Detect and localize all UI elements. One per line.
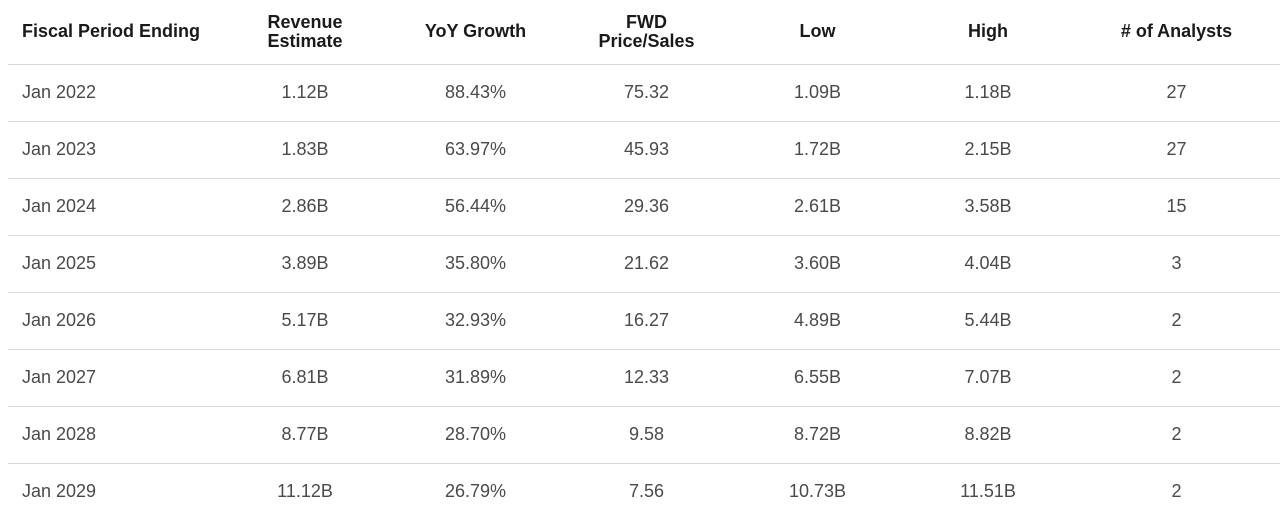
header-high[interactable]: High bbox=[903, 0, 1073, 65]
header-revenue-estimate[interactable]: Revenue Estimate bbox=[220, 0, 390, 65]
cell-low: 10.73B bbox=[788, 480, 847, 501]
cell-high: 2.15B bbox=[903, 121, 1073, 179]
table-row: Jan 2023 1.83B 63.97% 45.93 1.72B 2.15B … bbox=[8, 121, 1280, 179]
cell-low: 1.09B bbox=[732, 64, 903, 122]
cell-num-analysts: 2 bbox=[1171, 480, 1182, 501]
table-row: Jan 2027 6.81B 31.89% 12.33 6.55B 7.07B … bbox=[8, 349, 1280, 407]
cell-fiscal-period: Jan 2024 bbox=[8, 178, 220, 236]
header-label: FWD bbox=[626, 11, 667, 32]
cell-revenue-estimate: 11.12B bbox=[277, 480, 333, 501]
header-label-line2: Price/Sales bbox=[598, 30, 695, 51]
cell-num-analysts: 2 bbox=[1073, 349, 1280, 407]
cell-yoy-growth: 26.79% bbox=[444, 480, 507, 501]
table-row: Jan 2025 3.89B 35.80% 21.62 3.60B 4.04B … bbox=[8, 235, 1280, 293]
cell-fiscal-period: Jan 2025 bbox=[8, 235, 220, 293]
table-body: Jan 2022 1.12B 88.43% 75.32 1.09B 1.18B … bbox=[8, 64, 1280, 519]
table-row: Jan 2026 5.17B 32.93% 16.27 4.89B 5.44B … bbox=[8, 292, 1280, 350]
cell-fiscal-period: Jan 2023 bbox=[8, 121, 220, 179]
cell-revenue-estimate: 5.17B bbox=[220, 292, 390, 350]
table-row: Jan 2028 8.77B 28.70% 9.58 8.72B 8.82B 2 bbox=[8, 406, 1280, 464]
cell-high: 4.04B bbox=[903, 235, 1073, 293]
header-label: Low bbox=[799, 21, 836, 42]
cell-fwd-price-sales: 21.62 bbox=[561, 235, 732, 293]
cell-yoy-growth: 63.97% bbox=[390, 121, 561, 179]
cell-low: 3.60B bbox=[732, 235, 903, 293]
cell-yoy-growth: 56.44% bbox=[390, 178, 561, 236]
cell-high: 8.82B bbox=[903, 406, 1073, 464]
cell-low: 6.55B bbox=[732, 349, 903, 407]
cell-low: 1.72B bbox=[732, 121, 903, 179]
cell-fwd-price-sales: 12.33 bbox=[561, 349, 732, 407]
cell-fwd-price-sales: 29.36 bbox=[561, 178, 732, 236]
cell-num-analysts: 3 bbox=[1073, 235, 1280, 293]
cell-revenue-estimate: 1.12B bbox=[220, 64, 390, 122]
table-row: Jan 2024 2.86B 56.44% 29.36 2.61B 3.58B … bbox=[8, 178, 1280, 236]
cell-yoy-growth: 88.43% bbox=[390, 64, 561, 122]
cell-fwd-price-sales: 75.32 bbox=[561, 64, 732, 122]
cell-num-analysts: 2 bbox=[1073, 292, 1280, 350]
cell-yoy-growth: 35.80% bbox=[390, 235, 561, 293]
table-row: Jan 2022 1.12B 88.43% 75.32 1.09B 1.18B … bbox=[8, 64, 1280, 122]
cell-high: 3.58B bbox=[903, 178, 1073, 236]
header-label-line2: Estimate bbox=[267, 30, 343, 51]
cell-fwd-price-sales: 16.27 bbox=[561, 292, 732, 350]
cell-fwd-price-sales: 45.93 bbox=[561, 121, 732, 179]
cell-num-analysts: 15 bbox=[1073, 178, 1280, 236]
header-label: Revenue bbox=[267, 11, 343, 32]
cell-yoy-growth: 32.93% bbox=[390, 292, 561, 350]
header-label: Fiscal Period Ending bbox=[22, 21, 201, 42]
header-fwd-price-sales[interactable]: FWD Price/Sales bbox=[561, 0, 732, 65]
cell-num-analysts: 27 bbox=[1073, 121, 1280, 179]
cell-yoy-growth: 31.89% bbox=[390, 349, 561, 407]
cell-high: 5.44B bbox=[903, 292, 1073, 350]
cell-fiscal-period: Jan 2029 bbox=[22, 480, 97, 501]
cell-low: 8.72B bbox=[732, 406, 903, 464]
cell-low: 4.89B bbox=[732, 292, 903, 350]
table-header: Fiscal Period Ending Revenue Estimate Yo… bbox=[8, 0, 1280, 65]
cell-num-analysts: 2 bbox=[1073, 406, 1280, 464]
cell-high: 7.07B bbox=[903, 349, 1073, 407]
cell-high: 11.51B bbox=[960, 480, 1016, 501]
cell-fwd-price-sales: 9.58 bbox=[561, 406, 732, 464]
cell-num-analysts: 27 bbox=[1073, 64, 1280, 122]
cell-fiscal-period: Jan 2027 bbox=[8, 349, 220, 407]
table-row: Jan 2029 11.12B 26.79% 7.56 10.73B 11.51… bbox=[8, 463, 1280, 519]
header-label: YoY Growth bbox=[424, 21, 527, 42]
revenue-estimates-table: Fiscal Period Ending Revenue Estimate Yo… bbox=[8, 0, 1280, 519]
cell-revenue-estimate: 6.81B bbox=[220, 349, 390, 407]
cell-revenue-estimate: 1.83B bbox=[220, 121, 390, 179]
header-yoy-growth[interactable]: YoY Growth bbox=[390, 0, 561, 65]
cell-fiscal-period: Jan 2026 bbox=[8, 292, 220, 350]
header-label: High bbox=[968, 21, 1008, 42]
cell-low: 2.61B bbox=[732, 178, 903, 236]
cell-high: 1.18B bbox=[903, 64, 1073, 122]
cell-revenue-estimate: 3.89B bbox=[220, 235, 390, 293]
header-label: # of Analysts bbox=[1120, 21, 1233, 42]
header-num-analysts[interactable]: # of Analysts bbox=[1073, 0, 1280, 65]
header-row: Fiscal Period Ending Revenue Estimate Yo… bbox=[8, 0, 1280, 65]
cell-yoy-growth: 28.70% bbox=[390, 406, 561, 464]
header-low[interactable]: Low bbox=[732, 0, 903, 65]
cell-revenue-estimate: 2.86B bbox=[220, 178, 390, 236]
cell-fiscal-period: Jan 2028 bbox=[8, 406, 220, 464]
cell-fiscal-period: Jan 2022 bbox=[8, 64, 220, 122]
cell-revenue-estimate: 8.77B bbox=[220, 406, 390, 464]
header-fiscal-period-ending[interactable]: Fiscal Period Ending bbox=[8, 0, 220, 65]
cell-fwd-price-sales: 7.56 bbox=[628, 480, 665, 501]
